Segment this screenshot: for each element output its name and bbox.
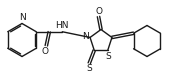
Text: O: O [41, 47, 48, 56]
Text: S: S [86, 64, 92, 73]
Text: S: S [105, 52, 111, 61]
Text: N: N [19, 13, 25, 22]
Text: O: O [95, 6, 102, 15]
Text: N: N [82, 32, 89, 41]
Text: HN: HN [56, 21, 69, 30]
